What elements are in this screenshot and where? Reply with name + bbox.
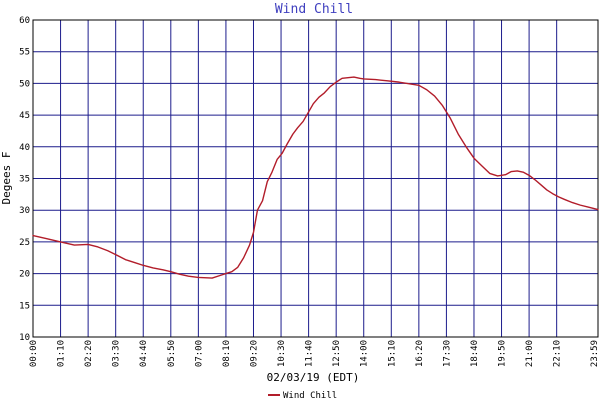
x-tick-label: 10:30 xyxy=(277,340,287,367)
x-tick-label: 02:20 xyxy=(84,340,94,367)
y-tick-label: 15 xyxy=(19,301,30,311)
legend-label-wind-chill: Wind Chill xyxy=(283,391,337,400)
plot-area-border xyxy=(32,19,599,338)
x-tick-label: 16:20 xyxy=(415,340,425,367)
y-tick-label: 55 xyxy=(19,48,30,58)
x-axis-label: 02/03/19 (EDT) xyxy=(267,371,360,384)
y-axis-ticks: 10 15 20 25 30 35 40 45 50 55 60 xyxy=(19,16,30,343)
x-tick-label: 18:40 xyxy=(470,340,480,367)
y-tick-label: 50 xyxy=(19,79,30,89)
series-layer xyxy=(32,76,599,279)
y-tick-label: 10 xyxy=(19,333,30,343)
x-tick-label: 07:00 xyxy=(194,340,204,367)
y-tick-label: 40 xyxy=(19,143,30,153)
y-tick-label: 25 xyxy=(19,238,30,248)
x-tick-label: 14:00 xyxy=(360,340,370,367)
x-tick-label: 01:10 xyxy=(57,340,67,367)
legend: Wind Chill xyxy=(268,391,337,400)
x-tick-label: 00:00 xyxy=(29,340,39,367)
y-tick-label: 35 xyxy=(19,175,30,185)
y-axis-label: Degees F xyxy=(0,152,13,205)
chart-title: Wind Chill xyxy=(275,2,353,17)
y-tick-label: 60 xyxy=(19,16,30,26)
x-tick-label: 09:20 xyxy=(249,340,259,367)
x-tick-label: 12:50 xyxy=(332,340,342,367)
series-line-wind-chill xyxy=(32,76,599,279)
x-tick-label: 15:10 xyxy=(387,340,397,367)
y-tick-label: 45 xyxy=(19,111,30,121)
x-tick-label: 08:10 xyxy=(222,340,232,367)
x-tick-label: 11:40 xyxy=(305,340,315,367)
y-tick-label: 30 xyxy=(19,206,30,216)
x-tick-label: 04:40 xyxy=(139,340,149,367)
y-tick-label: 20 xyxy=(19,270,30,280)
x-tick-label: 05:50 xyxy=(167,340,177,367)
x-tick-label: 22:10 xyxy=(553,340,563,367)
x-axis-ticks: 00:00 01:10 02:20 03:30 04:40 05:50 07:00 08:10… xyxy=(29,340,600,367)
x-tick-label: 21:00 xyxy=(525,340,535,367)
x-tick-label: 23:59 xyxy=(590,340,600,367)
x-tick-label: 03:30 xyxy=(112,340,122,367)
x-tick-label: 17:30 xyxy=(442,340,452,367)
x-tick-label: 19:50 xyxy=(498,340,508,367)
